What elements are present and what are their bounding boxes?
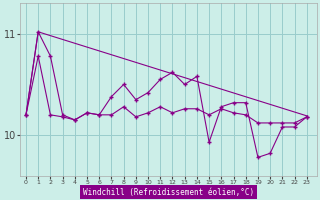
X-axis label: Windchill (Refroidissement éolien,°C): Windchill (Refroidissement éolien,°C): [83, 188, 254, 197]
